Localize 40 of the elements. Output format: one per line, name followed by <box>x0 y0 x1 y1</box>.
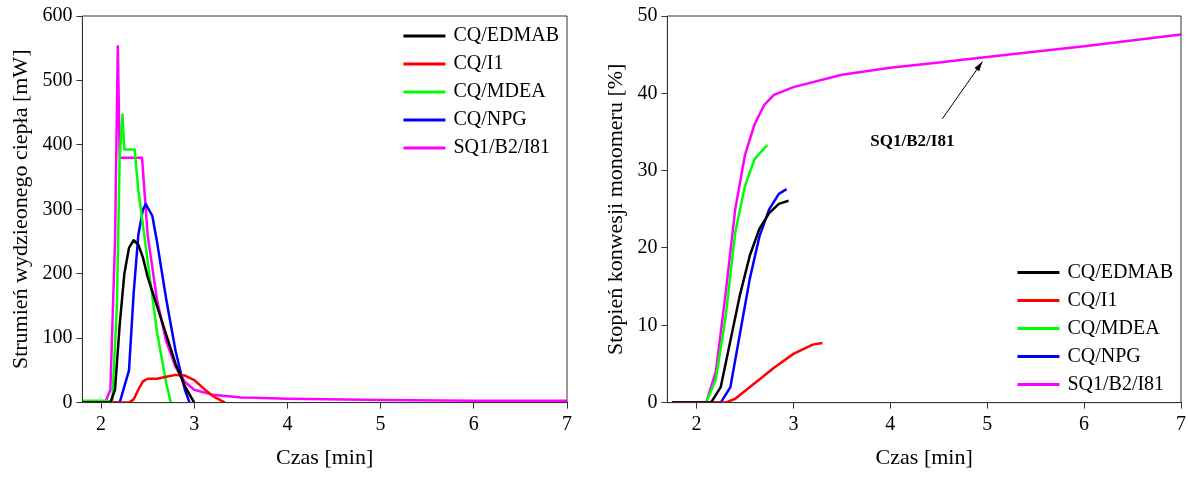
x-tick-label: 6 <box>1079 411 1090 434</box>
x-tick-label: 5 <box>982 411 993 434</box>
annotation: SQ1/B2/I81 <box>870 130 955 150</box>
x-tick-label: 2 <box>691 411 702 434</box>
legend-label: CQ/MDEA <box>1067 315 1161 338</box>
x-tick-label: 7 <box>1176 411 1186 434</box>
y-tick-label: 20 <box>637 235 658 258</box>
y-tick-label: 30 <box>637 157 658 180</box>
y-axis-title: Stopień konwesji monomeru [%] <box>601 63 627 356</box>
x-tick-label: 2 <box>96 411 107 434</box>
y-tick-label: 100 <box>42 325 73 348</box>
legend-label: CQ/I1 <box>1067 287 1118 310</box>
y-axis-title: Strumień wydzieonego ciepła [mW] <box>6 49 32 370</box>
x-axis-title: Czas [min] <box>276 443 374 469</box>
legend-label: CQ/I1 <box>453 51 504 74</box>
legend-label: CQ/NPG <box>453 107 527 130</box>
y-tick-label: 400 <box>42 132 73 155</box>
legend-label: CQ/NPG <box>1067 343 1141 366</box>
y-tick-label: 40 <box>637 80 658 103</box>
x-tick-label: 4 <box>885 411 896 434</box>
y-tick-label: 500 <box>42 67 73 90</box>
legend-label: SQ1/B2/I81 <box>453 135 551 158</box>
x-tick-label: 6 <box>468 411 479 434</box>
y-tick-label: 50 <box>637 3 658 26</box>
x-tick-label: 3 <box>788 411 799 434</box>
legend-label: CQ/MDEA <box>453 79 547 102</box>
y-tick-label: 300 <box>42 196 73 219</box>
x-tick-label: 4 <box>282 411 293 434</box>
legend-label: CQ/EDMAB <box>1067 259 1174 282</box>
y-tick-label: 600 <box>42 3 73 26</box>
x-axis-title: Czas [min] <box>875 443 973 469</box>
y-tick-label: 10 <box>637 312 658 335</box>
legend-label: CQ/EDMAB <box>453 23 560 46</box>
y-tick-label: 0 <box>647 389 658 412</box>
legend-label: SQ1/B2/I81 <box>1067 371 1165 394</box>
y-tick-label: 200 <box>42 260 73 283</box>
x-tick-label: 3 <box>189 411 200 434</box>
y-tick-label: 0 <box>62 389 73 412</box>
x-tick-label: 7 <box>562 411 572 434</box>
x-tick-label: 5 <box>375 411 386 434</box>
